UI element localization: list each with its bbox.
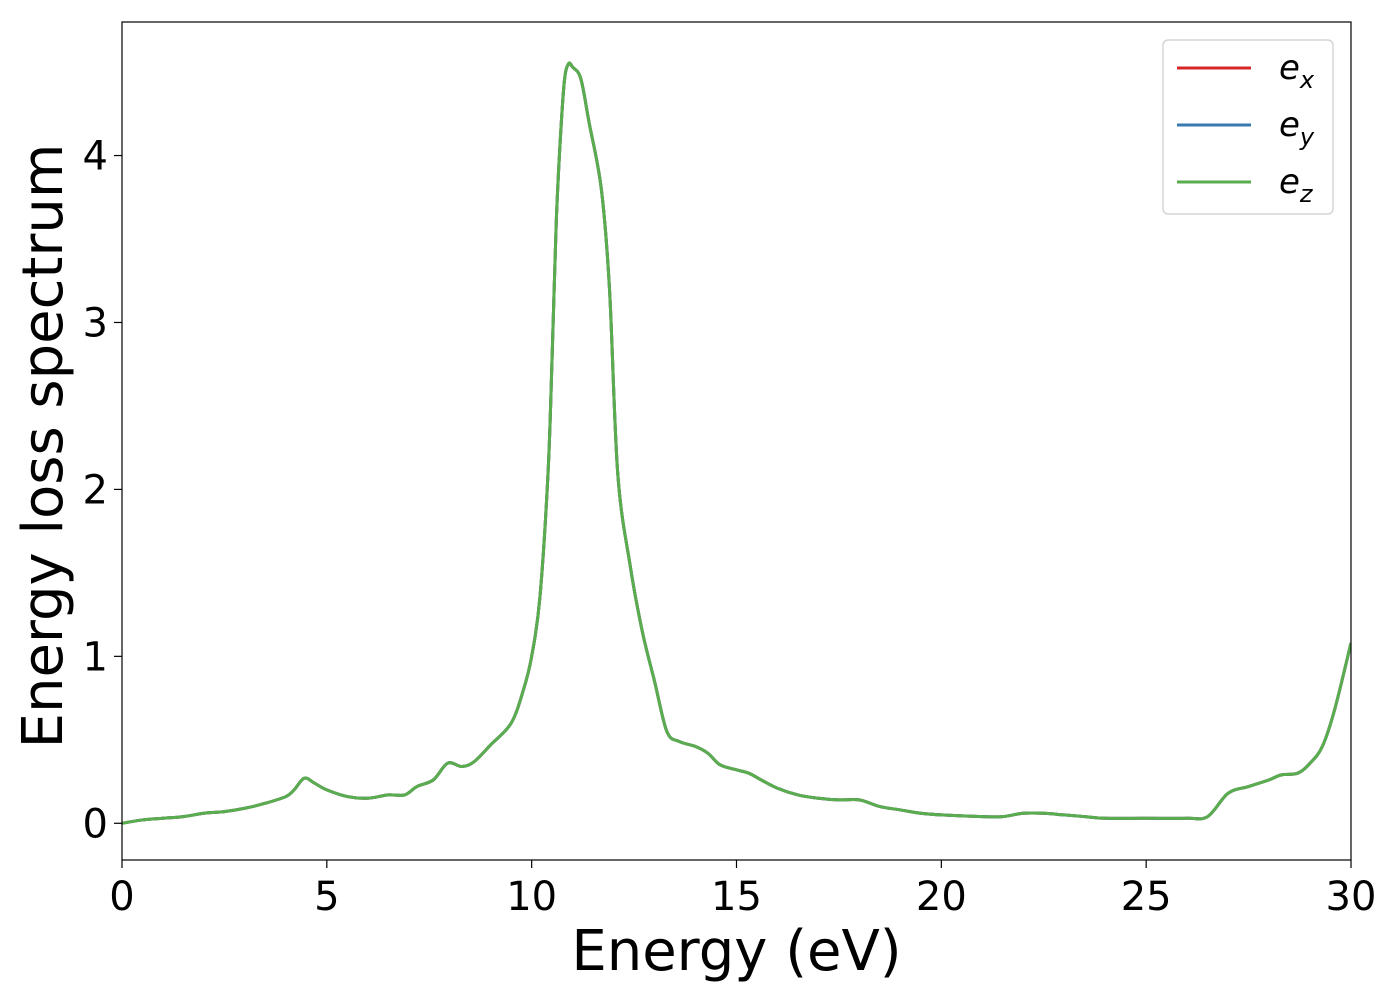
plot-area (122, 61, 1351, 825)
x-tick-label: 30 (1326, 874, 1377, 920)
y-tick-label: 4 (83, 134, 108, 180)
axes: 0 5 10 15 20 25 30 0 1 2 3 4 Energy (eV) Energy loss … (11, 21, 1377, 984)
x-tick-label: 5 (314, 874, 339, 920)
x-tick-label: 20 (916, 874, 967, 920)
series-line-e-z (122, 61, 1351, 825)
y-tick-label: 2 (83, 467, 108, 513)
x-axis-title: Energy (eV) (571, 919, 901, 984)
legend-label-base: e (1279, 105, 1300, 145)
x-tick-label: 25 (1121, 874, 1172, 920)
legend-label-base: e (1279, 48, 1300, 88)
x-tick-label: 10 (506, 874, 557, 920)
legend-label-subscript: z (1299, 180, 1314, 208)
x-tick-label: 15 (711, 874, 762, 920)
y-axis-title: Energy loss spectrum (11, 144, 76, 749)
y-tick-label: 0 (83, 801, 108, 847)
y-tick-label: 3 (83, 300, 108, 346)
y-tick-label: 1 (83, 634, 108, 680)
legend-label-base: e (1279, 162, 1300, 202)
legend-box (1162, 39, 1334, 215)
legend-label-subscript: x (1299, 66, 1315, 94)
legend-label-subscript: y (1299, 123, 1315, 151)
x-tick-label: 0 (109, 874, 134, 920)
legend-label-e-y: ey (1279, 105, 1315, 151)
legend-label-e-z: ez (1279, 162, 1314, 208)
legend-label-e-x: ex (1279, 48, 1315, 94)
